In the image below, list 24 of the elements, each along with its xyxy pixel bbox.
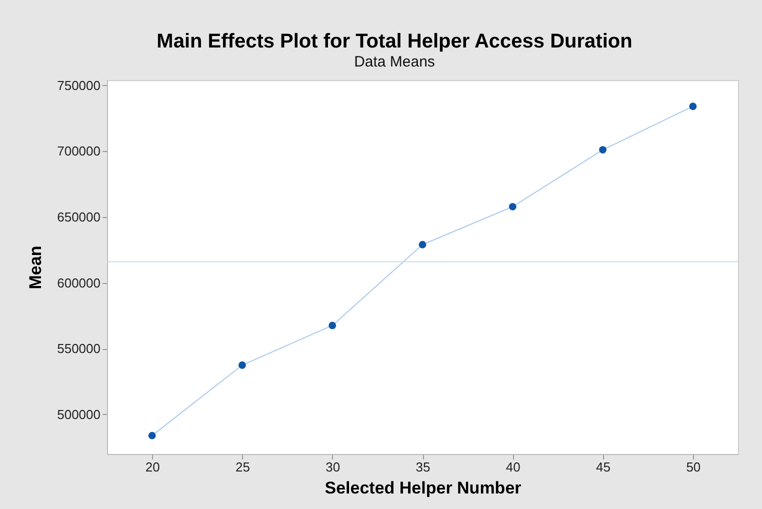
point [508,202,516,210]
point [328,322,336,330]
point [238,361,246,369]
y-tick-label: 650000 [57,209,100,224]
x-tick-label: 25 [235,460,250,474]
chart-subtitle: Data Means [354,53,435,70]
x-tick-label: 40 [506,460,520,474]
y-tick-label: 700000 [57,144,100,159]
y-tick-label: 550000 [57,341,100,356]
point [599,146,606,154]
point [689,102,697,110]
y-tick-label: 750000 [57,78,100,93]
chart-title: Main Effects Plot for Total Helper Access Duration [156,30,632,52]
x-tick-label: 35 [416,460,430,474]
y-tick-label: 600000 [57,275,100,290]
point [418,240,426,248]
x-tick-label: 50 [686,460,701,474]
x-tick-label: 45 [596,460,611,474]
y-axis-title: Mean [26,246,46,290]
x-tick-label: 20 [145,460,160,474]
x-tick-label: 30 [326,460,340,474]
point [148,432,156,440]
y-tick-label: 500000 [57,406,100,422]
x-axis-title: Selected Helper Number [324,478,522,498]
